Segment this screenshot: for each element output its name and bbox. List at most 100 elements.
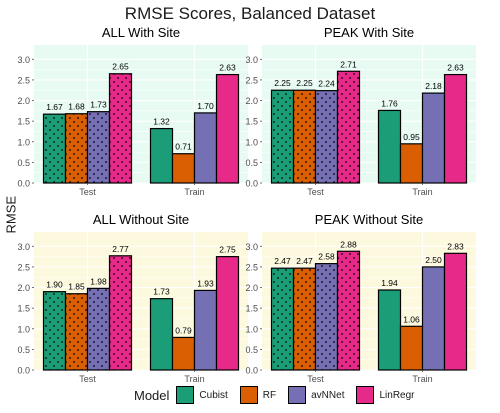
bar-hatch-dots [293,90,316,183]
legend-item-linregr: LinRegr [356,386,415,404]
bar-avnnet-train [421,92,446,184]
data-label: 2.71 [340,59,357,69]
legend-swatch-linregr [356,386,375,404]
legend-item-cubist: Cubist [176,386,228,404]
x-tick-label: Train [184,187,204,197]
data-label: 2.24 [318,79,335,89]
y-tick-label: 0.0 [245,179,258,189]
data-label: 1.73 [153,287,170,297]
data-label: 1.67 [46,102,63,112]
y-tick-label: 1.5 [245,304,258,314]
y-tick-label: 0.5 [17,345,30,355]
y-tick-label: 0.0 [17,179,30,189]
bar-hatch-dots [337,71,360,183]
bar-hatch-dots [337,251,360,370]
panel-title: ALL Without Site [93,212,189,227]
data-label: 2.18 [425,81,442,91]
data-label: 1.90 [46,280,63,290]
y-tick-label: 0.5 [17,158,30,168]
bar-avnnet-train [193,112,218,184]
bar-rf-train [171,153,196,184]
x-tick-label: Test [307,374,324,384]
panel-all-with-site: ALL With Site 0.0 0.5 1.0 1.5 2.0 2.5 3.0 1.67 1.… [17,25,248,197]
data-label: 2.83 [447,241,464,251]
bar-cubist-train [149,127,174,184]
data-label: 1.73 [90,100,107,110]
y-tick-label: 1.5 [17,304,30,314]
panel-title: PEAK Without Site [315,212,423,227]
y-tick-label: 0.0 [17,366,30,376]
x-tick-label: Test [307,187,324,197]
bar-hatch-dots [87,288,110,370]
y-tick-label: 2.5 [245,262,258,272]
data-label: 2.63 [447,63,464,73]
data-label: 2.47 [274,256,291,266]
y-tick-label: 2.0 [17,283,30,293]
data-label: 2.88 [340,239,357,249]
y-tick-label: 0.5 [245,158,258,168]
data-label: 1.93 [197,278,214,288]
y-tick-label: 2.0 [245,96,258,106]
data-label: 1.32 [153,117,170,127]
data-label: 2.25 [274,78,291,88]
bar-linregr-train [215,256,240,371]
y-tick-label: 1.5 [245,117,258,127]
data-label: 2.75 [219,245,236,255]
data-label: 2.65 [112,62,129,72]
bar-rf-train [399,143,424,184]
bar-hatch-dots [315,263,338,370]
data-label: 2.50 [425,255,442,265]
bar-cubist-train [377,289,402,371]
panel-peak-with-site: PEAK With Site 0.0 0.5 1.0 1.5 2.0 2.5 3.0 2.25 2… [245,25,476,197]
data-label: 0.95 [403,132,420,142]
bar-linregr-train [443,252,468,371]
bar-linregr-train [215,73,240,184]
bar-hatch-dots [109,255,132,370]
data-label: 1.68 [68,102,85,112]
x-tick-label: Train [184,374,204,384]
bar-hatch-dots [293,268,316,370]
x-tick-label: Test [79,187,96,197]
bar-hatch-dots [43,291,66,370]
bar-hatch-dots [271,268,294,370]
legend-label-rf: RF [262,389,277,401]
bar-cubist-train [377,109,402,184]
legend-label-linregr: LinRegr [379,389,415,401]
data-label: 1.98 [90,276,107,286]
y-tick-label: 1.0 [245,137,258,147]
y-tick-label: 3.0 [245,55,258,65]
legend-item-avnnet: avNNet [288,386,344,404]
bar-hatch-dots [65,113,88,183]
legend-swatch-avnnet [288,386,307,404]
data-label: 1.06 [403,314,420,324]
bar-hatch-dots [109,73,132,183]
y-tick-label: 0.0 [245,366,258,376]
y-tick-label: 1.5 [17,117,30,127]
legend-label-cubist: Cubist [199,389,228,401]
panel-peak-without-site: PEAK Without Site 0.0 0.5 1.0 1.5 2.0 2.5 3.0 2.… [245,212,476,384]
legend-swatch-cubist [176,386,195,404]
data-label: 2.47 [296,256,313,266]
data-label: 2.25 [296,78,313,88]
y-tick-label: 2.5 [245,75,258,85]
bar-avnnet-train [193,289,218,371]
chart-main-title: RMSE Scores, Balanced Dataset [124,4,376,23]
y-tick-label: 1.0 [17,137,30,147]
bar-hatch-dots [65,293,88,370]
data-label: 0.79 [175,325,192,335]
y-tick-label: 0.5 [245,345,258,355]
bar-avnnet-train [421,266,446,371]
y-tick-label: 3.0 [245,242,258,252]
legend-swatch-rf [239,386,258,404]
x-tick-label: Train [412,187,432,197]
data-label: 1.94 [381,278,398,288]
bar-linregr-train [443,73,468,184]
y-tick-label: 2.0 [245,283,258,293]
y-tick-label: 2.5 [17,262,30,272]
data-label: 2.63 [219,63,236,73]
legend-title: Model [134,387,170,403]
y-tick-label: 3.0 [17,242,30,252]
legend: Model Cubist RF avNNet LinRegr [134,385,427,405]
legend-item-rf: RF [239,386,277,404]
